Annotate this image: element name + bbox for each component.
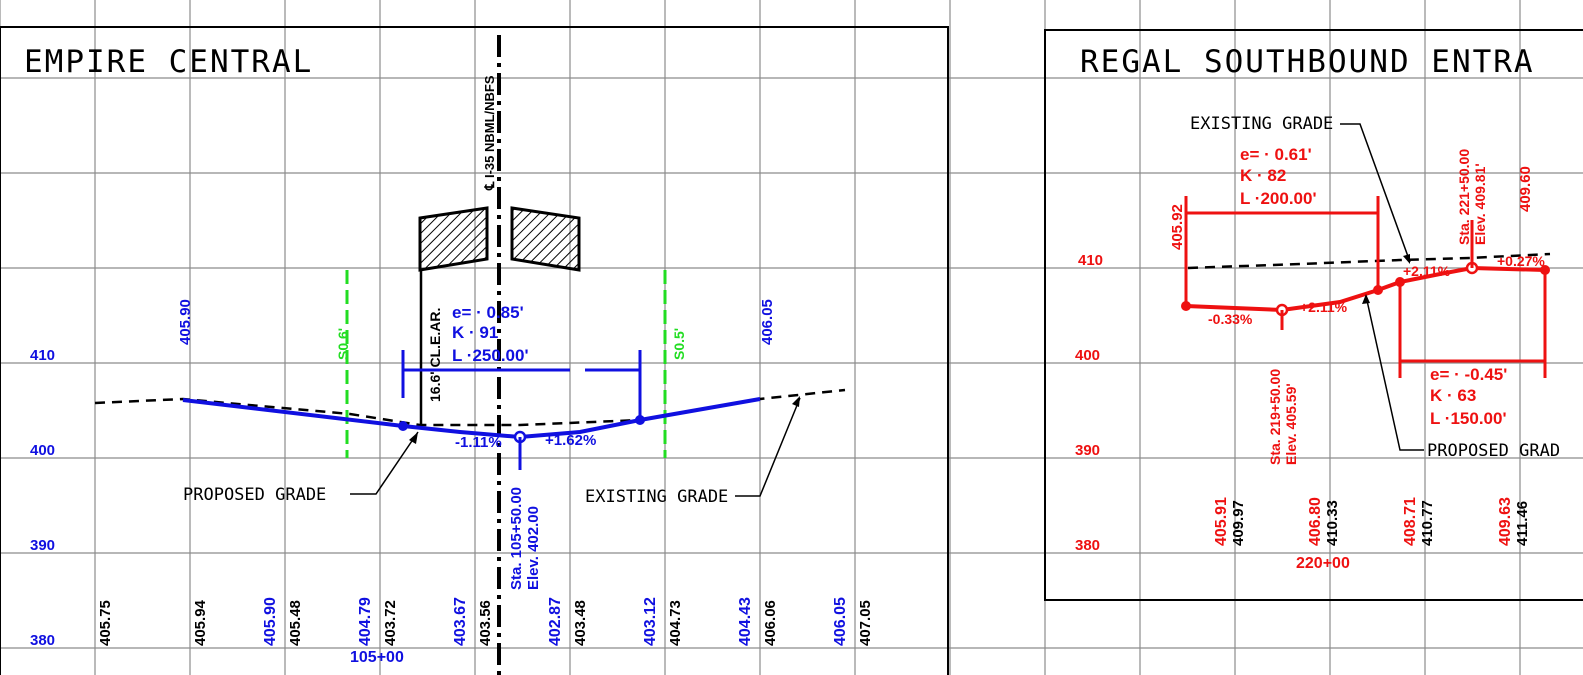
right-elev-right: 409.60 [1517,166,1534,212]
right-panel-title: REGAL SOUTHBOUND ENTRA [1080,44,1535,80]
right-existing-grade-callout: EXISTING GRADE [1190,114,1333,134]
right-curve2-e: e= · -0.45' [1430,365,1507,384]
right-curve-bracket-1 [1184,196,1380,306]
existing-elevation-label: 405.75 [97,600,114,646]
pvi-station-label: Sta. 105+50.00 [508,487,525,590]
vertical-curve-bracket [401,350,642,418]
proposed-elevation-label: 405.90 [262,597,279,646]
right-grade-2: +2.11% [1300,299,1348,315]
right-elev-axis-380: 380 [1075,537,1100,554]
existing-elevation-label: 404.73 [667,600,684,646]
right-pvi2-elev: Elev. 405.59' [1283,383,1299,465]
clearance-label: 16.6' CL.E.AR. [427,308,443,402]
bridge-beam-left [418,206,489,272]
right-pvi1-station: Sta. 221+50.00 [1456,149,1472,245]
existing-grade-leader [735,397,801,497]
right-bottom-elevations: 405.91 409.97 406.80 410.33 408.71 410.77 409.… [1213,497,1531,546]
proposed-elevation-label: 404.43 [737,597,754,646]
right-curve1-e: e= · 0.61' [1240,145,1312,164]
existing-elevation-label: 403.72 [382,600,399,646]
right-pvi1-elev: Elev. 409.81' [1472,163,1488,245]
right-panel-border [1044,29,1583,601]
green-label-right: S0.5' [671,328,687,360]
elev-label-left-top: 405.90 [177,299,194,345]
pvi-elev-label: Elev. 402.00 [525,506,542,590]
right-pvi2-station: Sta. 219+50.00 [1267,369,1283,465]
right-existing-grade-leader [1340,123,1411,263]
grade-label-2: +1.62% [545,432,596,449]
right-proposed-grade-line [1185,265,1546,313]
centerline-label: ℄ I-35 NBML/NBFS [482,75,497,191]
existing-elevation-label: 409.97 [1230,500,1247,546]
existing-elevation-label: 410.33 [1324,500,1341,546]
curve-l-label: L ·250.00' [452,346,529,365]
elev-axis-390: 390 [30,537,55,554]
proposed-grade-leader [350,431,419,495]
left-station-label: 105+00 [350,649,404,666]
pvt-point [635,415,645,425]
right-profile: e= · 0.61' K · 82 L ·200.00' e= · -0.45'… [1075,114,1560,572]
right-existing-grade-arrow [1403,254,1410,264]
right-curve1-k: K · 82 [1240,166,1286,185]
green-label-left: S0.6' [335,328,351,360]
right-grade-1: -0.33% [1208,311,1253,327]
proposed-elevation-label: 409.63 [1497,497,1514,546]
left-panel-border [0,26,949,675]
right-curve2-l: L ·150.00' [1430,409,1507,428]
proposed-elevation-label: 403.12 [642,597,659,646]
existing-elevation-label: 406.06 [762,600,779,646]
right-elev-axis-390: 390 [1075,442,1100,459]
elev-axis-380: 380 [30,632,55,649]
elev-axis-400: 400 [30,442,55,459]
curve-k-label: K · 91 [452,323,498,342]
existing-elevation-label: 403.48 [572,600,589,646]
existing-grade-arrow [792,396,800,407]
right-grade-3: +2.11% [1403,263,1451,279]
proposed-elevation-label: 406.80 [1307,497,1324,546]
existing-grade-callout: EXISTING GRADE [585,487,728,507]
curve-e-label: e= · 0.85' [452,303,524,322]
existing-elevation-label: 405.48 [287,600,304,646]
elev-axis-410: 410 [30,347,55,364]
proposed-elevation-label: 406.05 [832,597,849,646]
proposed-grade-callout: PROPOSED GRADE [183,485,326,505]
grade-label-1: -1.11% [455,434,502,451]
left-profile: ℄ I-35 NBML/NBFS 16.6' CL.E.AR. S0.6' S0… [30,35,874,675]
right-station-label: 220+00 [1296,555,1350,572]
existing-elevation-label: 403.56 [477,600,494,646]
proposed-elevation-label: 404.79 [357,597,374,646]
proposed-elevation-label: 405.91 [1213,497,1230,546]
right-elev-axis-410: 410 [1078,252,1103,269]
right-existing-grade-line [1187,252,1551,270]
right-elev-axis-400: 400 [1075,347,1100,364]
right-curve1-l: L ·200.00' [1240,189,1317,208]
proposed-elevation-label: 408.71 [1402,497,1419,546]
existing-elevation-label: 410.77 [1419,500,1436,546]
left-bottom-elevations: 405.75 405.90 405.94 404.79 405.48 403.67 403.… [97,597,874,646]
elev-label-right-top: 406.05 [759,299,776,345]
existing-elevation-label: 405.94 [192,599,209,646]
existing-elevation-label: 407.05 [857,600,874,646]
right-proposed-grade-callout: PROPOSED GRAD [1427,441,1560,461]
proposed-grade-arrow [409,432,418,444]
right-proposed-grade-arrow [1362,294,1370,304]
existing-grade-line [94,388,846,427]
bridge-beam-right [510,206,581,272]
right-grade-4: +0.27% [1497,253,1545,269]
proposed-elevation-label: 402.87 [547,597,564,646]
proposed-grade-line [182,397,761,440]
right-proposed-grade-leader [1365,295,1424,451]
left-panel-title: EMPIRE CENTRAL [24,44,313,80]
existing-elevation-label: 411.46 [1514,501,1531,546]
right-elev-left: 405.92 [1169,204,1186,250]
right-curve-bracket-2 [1398,270,1547,378]
proposed-elevation-label: 403.67 [452,597,469,646]
pvc-point [398,421,408,431]
right-curve2-k: K · 63 [1430,386,1476,405]
